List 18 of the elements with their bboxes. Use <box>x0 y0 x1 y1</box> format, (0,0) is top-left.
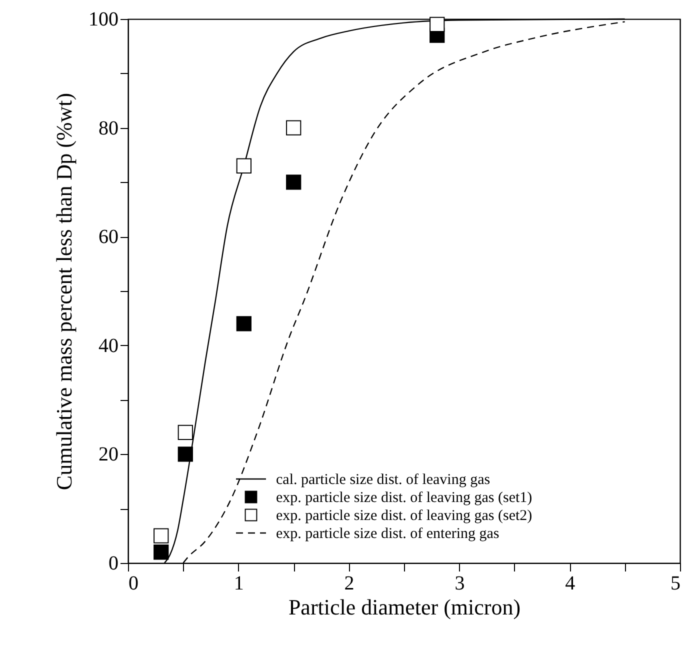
x-tick-label: 3 <box>454 572 465 594</box>
y-tick-label: 0 <box>108 552 118 574</box>
legend-label: exp. particle size dist. of entering gas <box>276 526 500 542</box>
y-tick-label: 80 <box>98 117 118 140</box>
x-tick-label: 4 <box>565 572 576 594</box>
y-tick-label: 100 <box>88 8 118 30</box>
x-axis-title: Particle diameter (micron) <box>288 594 521 620</box>
legend-label: exp. particle size dist. of leaving gas (set1) <box>276 490 532 506</box>
x-tick-label: 5 <box>670 572 680 594</box>
x-tick-label: 2 <box>344 572 354 594</box>
x-tick-label: 1 <box>234 572 244 594</box>
y-tick-label: 40 <box>98 334 118 357</box>
y-tick-label: 60 <box>98 226 118 248</box>
y-tick-label: 20 <box>98 444 118 466</box>
y-axis-title: Cumulative mass percent less than Dp (%wt) <box>52 92 76 490</box>
legend-label: cal. particle size dist. of leaving gas <box>276 472 490 488</box>
legend-label: exp. particle size dist. of leaving gas (set2) <box>276 508 532 524</box>
x-tick-label: 0 <box>128 572 138 594</box>
